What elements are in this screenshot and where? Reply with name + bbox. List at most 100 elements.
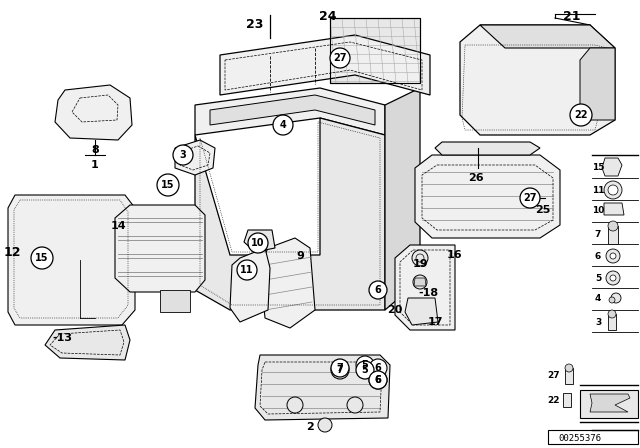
- Text: 22: 22: [548, 396, 560, 405]
- Circle shape: [347, 397, 363, 413]
- Circle shape: [608, 185, 618, 195]
- Circle shape: [369, 371, 387, 389]
- Polygon shape: [175, 140, 215, 175]
- Text: -18: -18: [418, 288, 438, 298]
- Text: 17: 17: [428, 317, 443, 327]
- Polygon shape: [580, 48, 615, 120]
- Circle shape: [565, 364, 573, 372]
- Polygon shape: [45, 325, 130, 360]
- Text: 00255376: 00255376: [559, 434, 602, 443]
- Bar: [548, 430, 638, 444]
- Text: 15: 15: [592, 163, 604, 172]
- Text: 10: 10: [592, 206, 604, 215]
- Text: 3: 3: [180, 150, 186, 160]
- Circle shape: [273, 115, 293, 135]
- Polygon shape: [230, 248, 270, 322]
- Text: 7: 7: [337, 365, 344, 375]
- Text: 8: 8: [91, 145, 99, 155]
- Polygon shape: [602, 158, 622, 176]
- Text: 6: 6: [595, 251, 601, 260]
- Text: 27: 27: [333, 53, 347, 63]
- Circle shape: [356, 356, 374, 374]
- Circle shape: [369, 359, 387, 377]
- Text: 26: 26: [468, 173, 484, 183]
- Polygon shape: [604, 203, 624, 215]
- Text: 20: 20: [387, 305, 403, 315]
- Polygon shape: [244, 230, 275, 252]
- Text: 1: 1: [91, 160, 99, 170]
- Circle shape: [173, 145, 193, 165]
- Circle shape: [287, 397, 303, 413]
- Circle shape: [237, 260, 257, 280]
- Text: 2: 2: [306, 422, 314, 432]
- Text: 3: 3: [595, 318, 601, 327]
- Circle shape: [369, 281, 387, 299]
- Text: 24: 24: [319, 9, 337, 22]
- Text: 7: 7: [595, 229, 601, 238]
- Bar: [563, 393, 571, 407]
- Text: 11: 11: [592, 185, 604, 194]
- Text: 16: 16: [447, 250, 463, 260]
- Text: 6: 6: [374, 285, 381, 295]
- Circle shape: [520, 188, 540, 208]
- Text: 4: 4: [595, 293, 601, 302]
- Circle shape: [331, 359, 349, 377]
- Circle shape: [608, 310, 616, 318]
- Polygon shape: [414, 278, 426, 286]
- Polygon shape: [195, 88, 385, 135]
- Polygon shape: [195, 118, 385, 310]
- Polygon shape: [220, 35, 430, 95]
- Text: 21: 21: [563, 9, 580, 22]
- Text: 14: 14: [110, 221, 126, 231]
- Polygon shape: [8, 195, 135, 325]
- Text: 23: 23: [246, 17, 264, 30]
- Circle shape: [412, 250, 428, 266]
- Text: 7: 7: [337, 363, 344, 373]
- Circle shape: [608, 221, 618, 231]
- Text: 6: 6: [374, 375, 381, 385]
- Circle shape: [318, 418, 332, 432]
- Circle shape: [413, 275, 427, 289]
- Polygon shape: [480, 25, 615, 48]
- Circle shape: [157, 174, 179, 196]
- Text: 11: 11: [240, 265, 253, 275]
- Polygon shape: [580, 390, 638, 418]
- Polygon shape: [395, 245, 455, 330]
- Polygon shape: [405, 298, 438, 325]
- Polygon shape: [255, 355, 390, 420]
- Text: 27: 27: [548, 370, 560, 379]
- Text: 5: 5: [362, 360, 369, 370]
- Text: 12: 12: [3, 246, 20, 258]
- Text: 22: 22: [574, 110, 588, 120]
- Text: 9: 9: [296, 251, 304, 261]
- Bar: [608, 314, 616, 330]
- Polygon shape: [260, 238, 315, 328]
- Text: 6: 6: [374, 375, 381, 385]
- Polygon shape: [415, 155, 560, 238]
- Polygon shape: [590, 394, 630, 412]
- Circle shape: [31, 247, 53, 269]
- Circle shape: [570, 104, 592, 126]
- Text: 10: 10: [252, 238, 265, 248]
- Bar: [565, 368, 573, 384]
- Circle shape: [606, 271, 620, 285]
- Text: 27: 27: [524, 193, 537, 203]
- Text: 5: 5: [595, 273, 601, 283]
- Circle shape: [248, 233, 268, 253]
- Bar: [608, 226, 618, 244]
- Circle shape: [610, 275, 616, 281]
- Circle shape: [610, 253, 616, 259]
- Text: 4: 4: [280, 120, 286, 130]
- Circle shape: [606, 249, 620, 263]
- Circle shape: [604, 181, 622, 199]
- Text: 25: 25: [535, 205, 550, 215]
- Text: 19: 19: [412, 259, 428, 269]
- Polygon shape: [460, 25, 615, 135]
- Text: 15: 15: [35, 253, 49, 263]
- Polygon shape: [385, 88, 420, 310]
- Circle shape: [369, 371, 387, 389]
- Polygon shape: [160, 290, 190, 312]
- Text: 15: 15: [161, 180, 175, 190]
- Circle shape: [330, 48, 350, 68]
- Polygon shape: [210, 95, 375, 125]
